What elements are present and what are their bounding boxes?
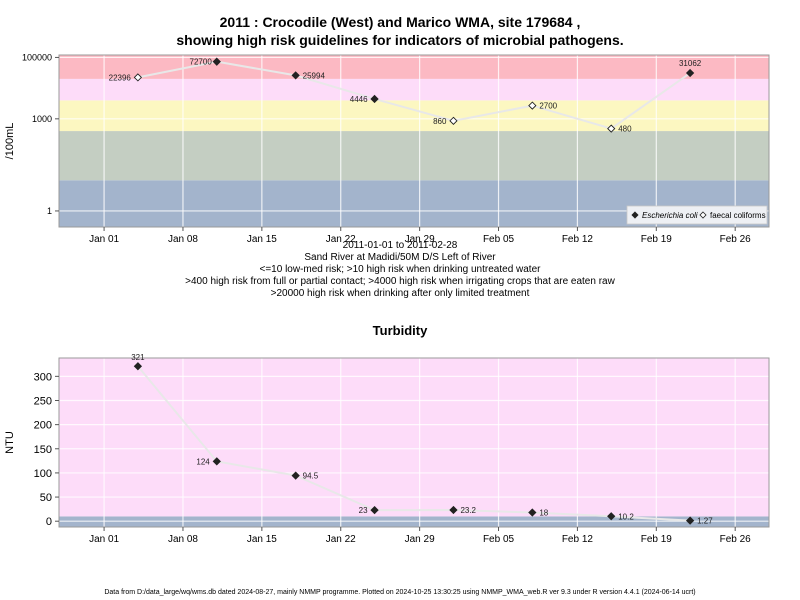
- y-tick-label-1-5: 250: [34, 395, 52, 407]
- data-label-0-0-1: 25994: [303, 71, 326, 80]
- caption-date-range: 2011-01-01 to 2011-02-28: [342, 240, 458, 251]
- y-tick-label-1-0: 0: [46, 516, 52, 528]
- y-tick-label-1-2: 100: [34, 468, 52, 480]
- data-label-1-0-0: 321: [131, 353, 145, 362]
- y-tick-label-0-1: 1000: [32, 114, 52, 124]
- y-tick-label-1-4: 200: [34, 420, 52, 432]
- x-tick-label-0-6: Feb 12: [562, 234, 594, 245]
- data-label-1-0-4: 23.2: [460, 506, 476, 515]
- caption-site: Sand River at Madidi/50M D/S Left of Riv…: [304, 252, 496, 263]
- data-label-1-0-3: 23: [359, 506, 368, 515]
- risk-band-1-1: [59, 358, 769, 517]
- x-tick-label-1-0: Jan 01: [89, 534, 119, 545]
- data-point-0-1-1: [449, 116, 458, 125]
- data-point-0-0-3: [685, 68, 695, 78]
- x-tick-label-1-1: Jan 08: [168, 534, 198, 545]
- risk-band-0-3: [59, 78, 769, 101]
- data-label-0-1-3: 480: [618, 125, 632, 134]
- data-point-1-0-6: [607, 512, 616, 521]
- turbidity-title: Turbidity: [372, 323, 428, 338]
- data-point-1-0-0: [133, 362, 143, 371]
- y-tick-label-1-6: 300: [34, 371, 52, 383]
- data-label-0-0-0: 72700: [190, 58, 213, 67]
- legend-label-1: faecal coliforms: [710, 211, 766, 220]
- y-axis-label-0: /100mL: [4, 123, 16, 160]
- legend-marker-0: [631, 211, 639, 219]
- series-connector-1: [137, 365, 691, 522]
- legend-marker-1: [699, 211, 707, 219]
- data-point-0-0-0: [212, 57, 221, 66]
- data-point-1-0-4: [449, 505, 458, 515]
- plot-frame-0: [58, 54, 770, 228]
- data-point-1-0-7: [685, 516, 695, 525]
- x-tick-label-1-6: Feb 12: [562, 534, 594, 545]
- caption-guideline-contact: >400 high risk from full or partial cont…: [185, 276, 615, 287]
- data-label-1-0-2: 94.5: [303, 472, 319, 481]
- data-point-1-0-3: [370, 505, 379, 515]
- data-point-1-0-5: [528, 508, 537, 517]
- y-axis-label-1: NTU: [4, 431, 16, 454]
- x-tick-label-0-2: Jan 15: [247, 234, 277, 245]
- footer-note: Data from D:/data_large/wq/wms.db dated …: [104, 589, 696, 596]
- x-tick-label-1-4: Jan 29: [405, 534, 435, 545]
- data-label-1-0-1: 124: [196, 457, 210, 466]
- x-tick-label-0-3: Jan 22: [326, 234, 356, 245]
- data-point-0-0-2: [370, 94, 379, 104]
- x-tick-label-1-8: Feb 26: [720, 534, 752, 545]
- x-tick-label-0-7: Feb 19: [641, 234, 673, 245]
- x-tick-label-1-5: Feb 05: [483, 534, 515, 545]
- data-label-1-0-5: 18: [539, 509, 548, 518]
- x-tick-label-1-2: Jan 15: [247, 534, 277, 545]
- data-point-0-1-0: [133, 73, 143, 82]
- x-tick-label-0-4: Jan 29: [405, 234, 435, 245]
- risk-band-0-4: [59, 55, 769, 79]
- chart-title-line-1: 2011 : Crocodile (West) and Marico WMA, …: [219, 14, 581, 30]
- data-point-0-1-2: [528, 101, 537, 110]
- data-label-0-1-2: 2700: [539, 102, 557, 111]
- x-tick-label-1-7: Feb 19: [641, 534, 673, 545]
- x-tick-label-0-0: Jan 01: [89, 234, 119, 245]
- data-point-1-0-1: [212, 457, 221, 466]
- legend-label-0: Escherichia coli: [642, 211, 698, 220]
- risk-band-0-1: [59, 131, 769, 181]
- y-tick-label-1-1: 50: [40, 492, 52, 504]
- y-tick-label-1-3: 150: [34, 444, 52, 456]
- y-tick-label-0-2: 100000: [22, 52, 52, 62]
- x-tick-label-0-1: Jan 08: [168, 234, 198, 245]
- risk-band-0-2: [59, 100, 769, 132]
- x-tick-label-0-5: Feb 05: [483, 234, 515, 245]
- caption-guideline-drinking: <=10 low-med risk; >10 high risk when dr…: [259, 264, 541, 275]
- series-connector-0: [137, 60, 691, 130]
- x-tick-label-1-3: Jan 22: [326, 534, 356, 545]
- data-label-0-0-3: 31062: [679, 59, 702, 68]
- data-label-1-0-7: 1.27: [697, 517, 713, 526]
- caption-guideline-limited-treatment: >20000 high risk when drinking after onl…: [270, 288, 530, 299]
- legend-box: [626, 205, 768, 225]
- data-label-0-1-1: 860: [433, 117, 447, 126]
- plot-frame-1: [58, 357, 770, 528]
- data-label-0-1-0: 22396: [109, 73, 132, 82]
- data-label-1-0-6: 10.2: [618, 512, 634, 521]
- x-tick-label-0-8: Feb 26: [720, 234, 752, 245]
- data-point-1-0-2: [291, 471, 300, 480]
- data-point-0-0-1: [291, 71, 300, 80]
- data-point-0-1-3: [607, 124, 616, 133]
- y-tick-label-0-0: 1: [47, 206, 52, 216]
- chart-title-line-2: showing high risk guidelines for indicat…: [176, 32, 624, 48]
- data-label-0-0-2: 4446: [350, 95, 368, 104]
